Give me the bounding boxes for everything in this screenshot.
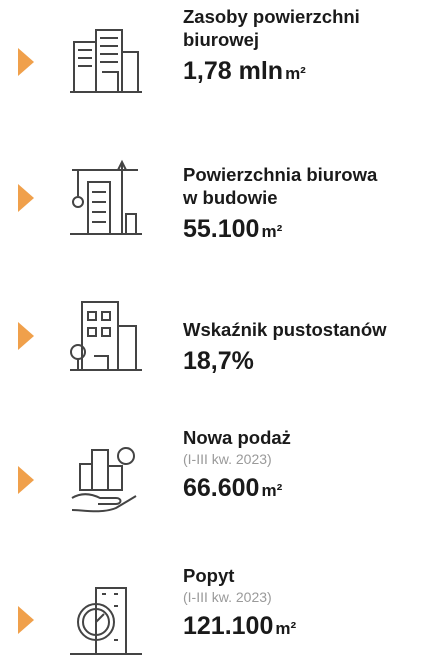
stat-value-row: 66.600 m² — [183, 474, 442, 503]
bullet-triangle — [18, 184, 34, 212]
bullet-triangle — [18, 322, 34, 350]
stat-item: Powierzchnia biurowa w budowie 55.100 m² — [183, 163, 442, 244]
stat-value: 55.100 — [183, 215, 260, 243]
stat-value-row: 18,7% — [183, 347, 442, 376]
stat-value: 121.100 — [183, 612, 274, 640]
crane-icon — [70, 159, 142, 235]
stat-item: Wskaźnik pustostanów 18,7% — [183, 318, 442, 376]
stat-unit: m² — [275, 619, 297, 638]
bullet-triangle — [18, 48, 34, 76]
bullet-triangle — [18, 466, 34, 494]
stat-value-row: 1,78 mln m² — [183, 57, 442, 86]
stat-item: Zasoby powierzchni biurowej 1,78 mln m² — [183, 5, 442, 86]
stat-subtitle: (I-III kw. 2023) — [183, 589, 272, 605]
stat-value-row: 121.100 m² — [183, 612, 442, 641]
stat-value: 1,78 mln — [183, 57, 284, 85]
building-icon — [70, 301, 142, 371]
stat-unit: m² — [285, 64, 306, 83]
title-line: Zasoby powierzchni — [183, 6, 360, 27]
stat-unit: m² — [261, 222, 283, 241]
bullet-triangle — [18, 606, 34, 634]
stat-unit: m² — [261, 481, 283, 500]
office-icon — [70, 29, 142, 93]
title-line: w budowie — [183, 187, 278, 208]
demand-icon — [70, 587, 142, 655]
stat-title: Powierzchnia biurowa w budowie — [183, 163, 442, 209]
title-line: Wskaźnik pustostanów — [183, 319, 387, 340]
title-line: Popyt — [183, 565, 235, 586]
title-line: biurowej — [183, 29, 260, 50]
title-line: Nowa podaż — [183, 427, 291, 448]
supply-icon — [71, 447, 137, 513]
stat-title: Nowa podaż — [183, 426, 442, 449]
stat-value-row: 55.100 m² — [183, 215, 442, 244]
stat-title: Zasoby powierzchni biurowej — [183, 5, 442, 51]
stat-title: Popyt — [183, 564, 442, 587]
stat-value: 66.600 — [183, 474, 260, 502]
stat-item: Popyt (I-III kw. 2023) 121.100 m² — [183, 564, 442, 641]
stat-item: Nowa podaż (I-III kw. 2023) 66.600 m² — [183, 426, 442, 503]
title-line: Powierzchnia biurowa — [183, 164, 378, 185]
stat-value: 18,7% — [183, 347, 254, 375]
stat-subtitle: (I-III kw. 2023) — [183, 451, 272, 467]
stat-title: Wskaźnik pustostanów — [183, 318, 442, 341]
